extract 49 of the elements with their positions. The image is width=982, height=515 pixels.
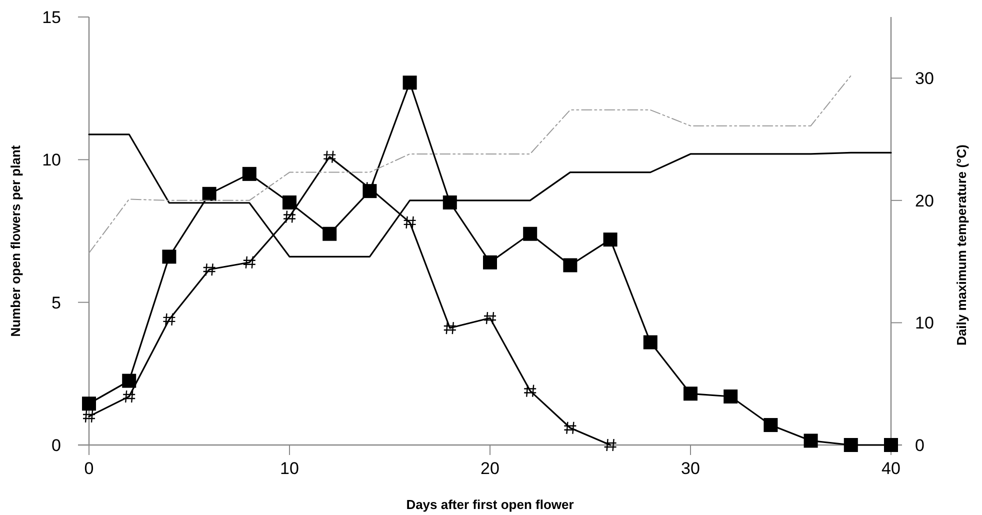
- point: [684, 386, 698, 401]
- y-tick-label: 0: [52, 436, 61, 455]
- point: [403, 216, 416, 230]
- point: [443, 321, 456, 335]
- point: [764, 418, 778, 432]
- point: [724, 389, 738, 404]
- y2-tick-label: 10: [915, 314, 934, 333]
- point: [483, 311, 497, 325]
- y2-tick-label: 30: [915, 69, 934, 88]
- point: [122, 390, 136, 404]
- point: [564, 421, 577, 434]
- x-tick-label: 40: [882, 459, 900, 478]
- point: [202, 186, 216, 201]
- point: [282, 210, 296, 224]
- point: [524, 384, 537, 398]
- point: [282, 195, 296, 210]
- point: [884, 438, 898, 452]
- line-series: [88, 75, 852, 254]
- y-tick-label: 5: [52, 293, 61, 312]
- point: [122, 374, 136, 388]
- point: [483, 255, 497, 270]
- y-axis-title: Number open flowers per plant: [8, 144, 23, 337]
- x-axis-title: Days after first open flower: [406, 497, 574, 512]
- y-tick-label: 15: [42, 8, 61, 27]
- point: [162, 250, 176, 264]
- point: [604, 438, 617, 452]
- point: [82, 396, 96, 411]
- point: [563, 258, 578, 272]
- x-tick-label: 30: [681, 459, 700, 478]
- point: [322, 226, 337, 241]
- point: [162, 312, 176, 326]
- point: [844, 438, 858, 452]
- y2-axis-title: Daily maximum temperature (°C): [954, 144, 969, 346]
- point: [402, 76, 417, 90]
- point: [603, 232, 618, 247]
- point: [804, 434, 818, 448]
- point: [242, 166, 256, 181]
- point: [323, 150, 336, 164]
- y2-tick-label: 0: [915, 436, 924, 455]
- x-tick-label: 0: [84, 459, 94, 478]
- point: [82, 410, 96, 424]
- y2-tick-label: 20: [915, 191, 934, 210]
- x-tick-label: 20: [480, 459, 500, 478]
- point: [242, 256, 256, 269]
- x-tick-label: 10: [280, 459, 299, 478]
- point: [202, 262, 216, 276]
- point: [523, 226, 538, 241]
- y-tick-label: 10: [42, 150, 61, 170]
- point: [643, 335, 658, 350]
